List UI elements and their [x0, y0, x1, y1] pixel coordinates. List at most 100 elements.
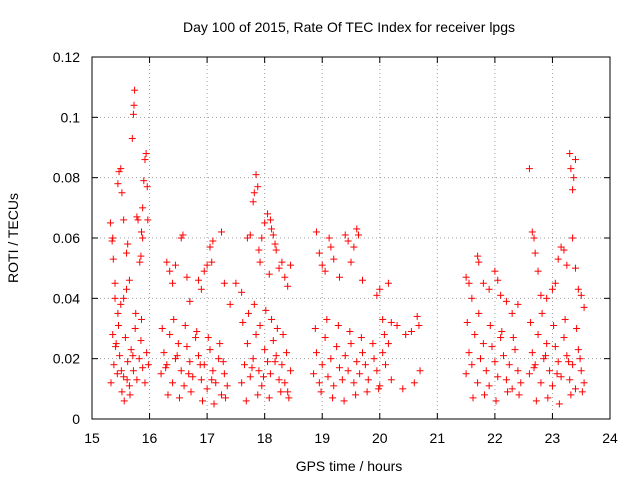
- data-point: [312, 349, 320, 357]
- data-point: [123, 285, 131, 293]
- data-point: [402, 331, 410, 339]
- data-point: [370, 355, 378, 363]
- data-point: [143, 349, 151, 357]
- data-point: [252, 331, 260, 339]
- x-tick-label: 21: [430, 430, 446, 446]
- data-point: [177, 234, 185, 242]
- data-point: [528, 228, 536, 236]
- data-point: [551, 343, 559, 351]
- y-tick-label: 0.1: [61, 109, 81, 125]
- data-point: [353, 358, 361, 366]
- data-point: [488, 343, 496, 351]
- data-point: [218, 391, 225, 399]
- data-point: [142, 150, 150, 158]
- data-point: [121, 334, 129, 342]
- data-point: [384, 340, 392, 348]
- data-point: [175, 394, 183, 402]
- data-point: [114, 321, 122, 329]
- data-point: [566, 376, 574, 384]
- x-tick-label: 19: [314, 430, 330, 446]
- data-point: [284, 388, 292, 396]
- data-point: [557, 243, 565, 251]
- data-point: [359, 349, 367, 357]
- data-point: [356, 370, 364, 378]
- y-tick-label: 0.08: [53, 170, 80, 186]
- data-point: [114, 180, 122, 188]
- data-point: [203, 385, 211, 393]
- data-point: [268, 315, 276, 323]
- data-point: [254, 183, 262, 191]
- data-point: [474, 379, 482, 387]
- data-point: [258, 234, 266, 242]
- data-point: [255, 246, 263, 254]
- data-point: [485, 285, 493, 293]
- data-point: [278, 258, 286, 266]
- data-point: [246, 231, 254, 239]
- data-point: [183, 273, 191, 281]
- data-point: [312, 228, 320, 236]
- data-point: [265, 394, 273, 402]
- data-point: [534, 267, 542, 275]
- data-point: [566, 150, 574, 158]
- data-point: [219, 358, 227, 366]
- data-point: [525, 370, 533, 378]
- data-point: [544, 394, 552, 402]
- data-point: [129, 352, 137, 360]
- data-point: [114, 309, 122, 317]
- data-point: [491, 267, 499, 275]
- data-point: [194, 352, 202, 360]
- data-point: [252, 171, 260, 179]
- x-tick-label: 24: [602, 430, 618, 446]
- data-point: [200, 267, 208, 275]
- data-point: [268, 225, 276, 233]
- data-point: [481, 391, 489, 399]
- data-point: [530, 234, 538, 242]
- data-point: [346, 328, 354, 336]
- data-point: [531, 361, 539, 369]
- data-point: [116, 352, 124, 360]
- data-point: [347, 340, 355, 348]
- data-point: [117, 165, 125, 173]
- data-point: [477, 355, 484, 363]
- x-tick-label: 15: [84, 430, 100, 446]
- data-point: [179, 231, 187, 239]
- data-point: [576, 355, 584, 363]
- data-point: [123, 376, 131, 384]
- data-point: [177, 367, 185, 375]
- data-point: [113, 370, 121, 378]
- data-point: [215, 355, 223, 363]
- data-point: [135, 355, 143, 363]
- data-point: [491, 358, 499, 366]
- y-tick-label: 0.06: [53, 230, 80, 246]
- data-point: [509, 334, 517, 342]
- data-point: [557, 373, 565, 381]
- data-point: [341, 231, 349, 239]
- data-point: [474, 252, 482, 260]
- data-point: [363, 388, 371, 396]
- data-point: [498, 328, 506, 336]
- x-tick-label: 23: [545, 430, 561, 446]
- data-point: [561, 315, 569, 323]
- data-point: [471, 331, 479, 339]
- data-point: [130, 101, 138, 109]
- grid: [92, 57, 610, 419]
- data-point: [208, 258, 216, 266]
- data-point: [265, 270, 273, 278]
- data-point: [571, 264, 579, 272]
- data-point: [373, 367, 381, 375]
- data-point: [494, 276, 502, 284]
- data-point: [261, 219, 269, 227]
- data-point: [141, 156, 149, 164]
- data-point: [577, 291, 585, 299]
- data-point: [554, 358, 562, 366]
- data-point: [275, 376, 283, 384]
- data-point: [327, 355, 335, 363]
- data-point: [543, 340, 551, 348]
- data-point: [186, 297, 194, 305]
- data-point: [505, 361, 513, 369]
- data-point: [117, 367, 125, 375]
- data-point: [163, 361, 171, 369]
- data-point: [530, 364, 538, 372]
- data-point: [248, 364, 256, 372]
